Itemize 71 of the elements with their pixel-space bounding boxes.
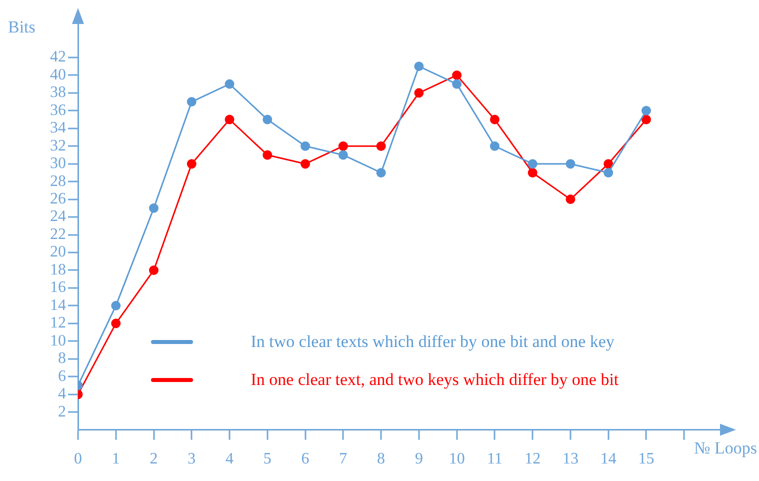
text: In one clear text, and two keys which differ by one bit xyxy=(250,370,619,390)
y-tick-label: 38 xyxy=(50,84,66,102)
point xyxy=(376,168,386,178)
x-tick-label: 12 xyxy=(524,450,541,468)
point xyxy=(528,168,538,178)
x-tick-label: 5 xyxy=(263,450,272,468)
x-tick-label: 7 xyxy=(339,450,348,468)
x-tick-label: 3 xyxy=(188,450,196,468)
x-tick-label: 15 xyxy=(638,450,654,468)
point xyxy=(186,159,196,169)
x-tick-label: 14 xyxy=(600,450,616,468)
point xyxy=(262,114,272,124)
point xyxy=(224,114,234,124)
x-tick-label: 11 xyxy=(487,450,502,468)
x-tick-label: 2 xyxy=(150,450,158,468)
text: In two clear texts which differ by one bit and one key xyxy=(250,332,614,352)
y-tick-label: 16 xyxy=(50,279,66,296)
point xyxy=(376,141,386,151)
point xyxy=(566,194,576,204)
y-tick-label: 32 xyxy=(50,137,66,154)
point xyxy=(111,318,121,328)
point xyxy=(338,141,348,151)
y-tick-label: 28 xyxy=(50,172,66,190)
y-tick-label: 6 xyxy=(58,368,66,385)
x-tick-label: 9 xyxy=(414,450,423,468)
y-tick-label: 20 xyxy=(50,244,66,261)
y-tick-label: 40 xyxy=(50,66,66,84)
point xyxy=(338,150,348,160)
point xyxy=(452,70,462,80)
x-axis-title: № Loops xyxy=(694,438,757,458)
y-tick-label: 34 xyxy=(50,120,66,137)
y-tick-label: 42 xyxy=(50,48,66,66)
point xyxy=(111,300,121,310)
y-tick-label: 36 xyxy=(50,102,66,119)
point xyxy=(224,79,234,89)
x-tick-label: 4 xyxy=(226,450,234,468)
point xyxy=(262,150,272,160)
point xyxy=(490,114,500,124)
y-tick-label: 22 xyxy=(50,226,66,243)
point xyxy=(149,203,159,213)
point xyxy=(490,141,500,151)
point xyxy=(604,168,614,178)
y-tick-label: 14 xyxy=(50,296,66,314)
y-tick-label: 26 xyxy=(50,190,66,208)
point xyxy=(641,114,651,124)
y-tick-label: 2 xyxy=(58,403,66,420)
x-tick-label: 6 xyxy=(301,450,310,468)
point xyxy=(300,141,310,151)
point xyxy=(186,97,196,107)
y-tick-label: 30 xyxy=(50,155,66,172)
point xyxy=(149,265,159,275)
point xyxy=(566,159,576,169)
y-tick-label: 4 xyxy=(58,386,66,403)
point xyxy=(452,79,462,89)
y-tick-label: 8 xyxy=(58,350,66,368)
x-tick-label: 1 xyxy=(112,450,120,468)
y-tick-label: 12 xyxy=(50,314,66,332)
point xyxy=(414,62,424,72)
y-tick-label: 24 xyxy=(50,208,66,226)
point xyxy=(604,159,614,169)
point xyxy=(528,159,538,169)
y-axis-title: Bits xyxy=(8,17,36,36)
x-tick-label: 10 xyxy=(448,450,465,468)
point xyxy=(300,159,310,169)
y-tick-label: 18 xyxy=(50,261,66,278)
x-tick-label: 0 xyxy=(74,450,82,468)
point xyxy=(641,106,651,116)
point xyxy=(414,88,424,98)
x-tick-label: 8 xyxy=(377,450,386,468)
x-tick-label: 13 xyxy=(562,450,578,468)
y-tick-label: 10 xyxy=(50,332,66,350)
